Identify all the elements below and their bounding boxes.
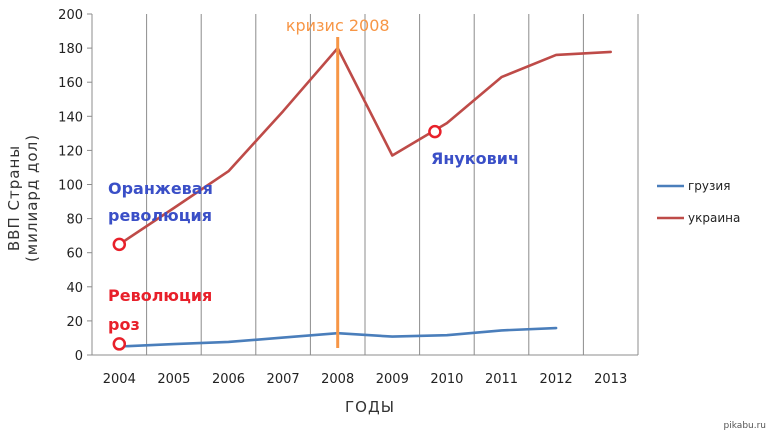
x-tick-label: 2013: [594, 372, 627, 387]
y-tick-label: 180: [58, 42, 83, 57]
y-tick-label: 40: [66, 281, 83, 296]
x-tick-label: 2011: [485, 372, 518, 387]
yanukovych-marker: [428, 124, 442, 139]
legend-label-грузия: грузия: [688, 179, 730, 193]
yanukovych-label: Янукович: [431, 149, 519, 168]
crisis-label: кризис 2008: [286, 16, 390, 35]
orange-revolution-marker: [112, 237, 127, 252]
orange-revolution-label-line1: Оранжевая: [108, 179, 213, 198]
x-tick-label: 2010: [430, 372, 463, 387]
series-line-украина: [118, 46, 613, 246]
annotation-markers: [112, 124, 442, 351]
y-axis-title-line2: (милиард дол): [23, 134, 41, 262]
x-axis: 2004 2005 2006 2007 2008 2009 2010 2011 2012 2013: [103, 372, 627, 387]
y-tick-label: 60: [66, 247, 83, 262]
x-tick-label: 2005: [157, 372, 190, 387]
x-tick-label: 2008: [321, 372, 354, 387]
legend-label-украина: украина: [688, 211, 740, 225]
y-tick-label: 100: [58, 179, 83, 194]
x-tick-label: 2009: [376, 372, 409, 387]
y-tick-label: 140: [58, 110, 83, 125]
rose-revolution-label-line2: роз: [108, 315, 140, 334]
x-tick-label: 2007: [267, 372, 300, 387]
y-tick-label: 120: [58, 144, 83, 159]
y-axis: 0 20 40 60 80 100 120 140 160 180 200: [58, 8, 92, 364]
x-tick-label: 2012: [540, 372, 573, 387]
x-tick-label: 2006: [212, 372, 245, 387]
x-axis-title: ГОДЫ: [345, 398, 395, 416]
y-tick-label: 160: [58, 76, 83, 91]
y-tick-label: 80: [66, 213, 83, 228]
orange-revolution-label-line2: революция: [108, 206, 212, 225]
y-tick-label: 200: [58, 8, 83, 23]
y-tick-label: 0: [75, 349, 83, 364]
grid-lines: [91, 14, 639, 356]
y-tick-label: 20: [66, 315, 83, 330]
x-tick-label: 2004: [103, 372, 136, 387]
rose-revolution-label-line1: Революция: [108, 286, 212, 305]
y-axis-title-line1: ВВП Страны: [5, 145, 23, 251]
watermark: pikabu.ru: [724, 421, 766, 431]
legend: грузия украина: [657, 179, 740, 225]
rose-revolution-marker: [112, 337, 127, 351]
